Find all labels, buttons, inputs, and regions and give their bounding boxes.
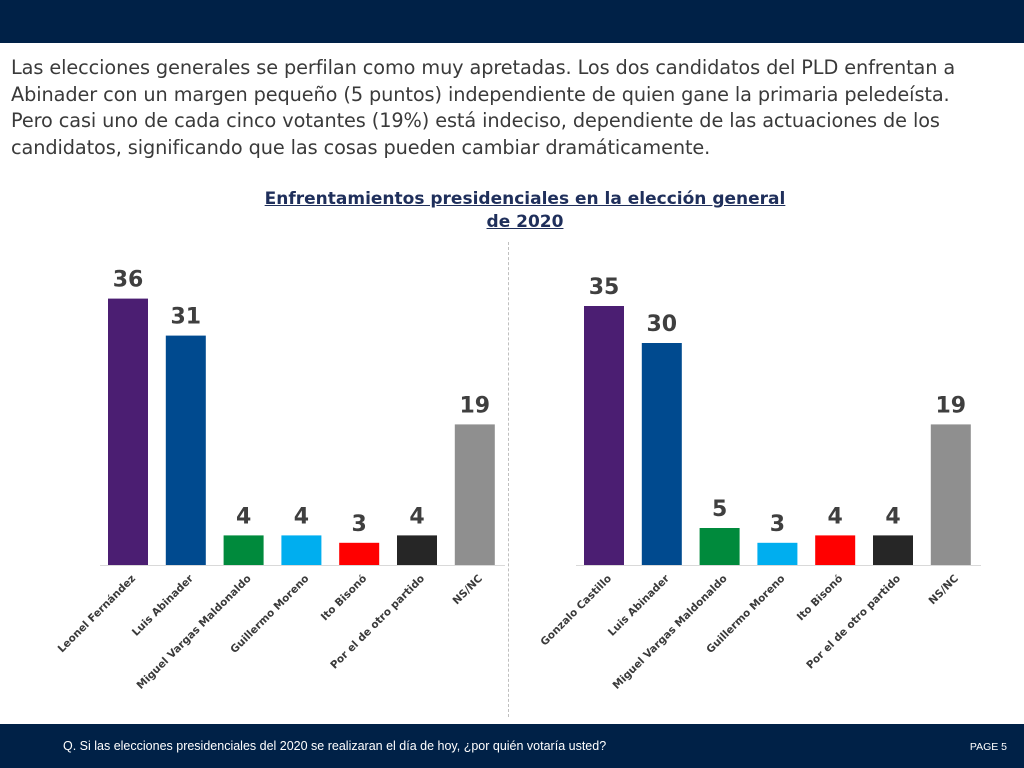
bar (165, 335, 206, 565)
bar-value-label: 31 (170, 305, 201, 330)
bar (223, 535, 264, 565)
bar-charts: 36 Leonel Fernández 31 Luis Abinader 4 Miguel… (56, 268, 981, 692)
intro-line: candidatos, significando que las cosas p… (11, 135, 711, 159)
intro-line: Pero casi uno de cada cinco votantes (19… (11, 109, 940, 132)
bar (815, 535, 856, 565)
footer-bar (0, 724, 1024, 768)
survey-question: Q. Si las elecciones presidenciales del … (63, 739, 607, 753)
chart-title: Enfrentamientos presidenciales en la ele… (262, 188, 788, 234)
category-label: Miguel Vargas Maldonaldo (135, 573, 254, 692)
bar-value-label: 4 (294, 504, 309, 529)
bar (454, 424, 495, 565)
intro-line: Abinader con un margen pequeño (5 puntos… (11, 82, 950, 106)
category-label: NS/NC (450, 572, 485, 607)
bar (930, 424, 971, 565)
bar (641, 343, 682, 565)
chart-title-line: de 2020 (486, 212, 564, 232)
category-label: Ito Bisonó (795, 573, 846, 624)
bar (584, 306, 624, 565)
bar (339, 542, 380, 565)
category-label: Miguel Vargas Maldonaldo (611, 573, 730, 692)
bar (397, 535, 437, 565)
chart-divider (508, 242, 509, 717)
bar-value-label: 4 (236, 504, 251, 529)
category-label: Luis Abinader (130, 572, 197, 639)
bar-value-label: 30 (646, 312, 677, 337)
intro-line: Las elecciones generales se perfilan com… (11, 56, 956, 79)
category-label: NS/NC (926, 572, 961, 607)
bar (873, 535, 913, 565)
bar-value-label: 19 (459, 393, 490, 418)
bar-value-label: 4 (885, 504, 900, 529)
bar-value-label: 35 (589, 275, 620, 300)
bar-value-label: 4 (828, 504, 843, 529)
category-label: Por el de otro partido (328, 573, 427, 672)
header-bar (0, 0, 1024, 43)
bar-value-label: 3 (352, 512, 367, 537)
intro-text: Las elecciones generales se perfilan com… (11, 55, 1011, 161)
chart-title-line: Enfrentamientos presidenciales en la ele… (264, 189, 786, 209)
bar (699, 528, 740, 565)
bar (757, 542, 798, 565)
category-label: Ito Bisonó (319, 573, 370, 624)
bar (108, 298, 148, 565)
category-label: Gonzalo Castillo (538, 573, 614, 649)
bar-value-label: 36 (113, 268, 144, 293)
bar-value-label: 19 (935, 393, 966, 418)
page-number: PAGE 5 (969, 741, 1007, 753)
category-label: Leonel Fernández (56, 573, 139, 656)
bar-value-label: 5 (712, 497, 727, 522)
bar-value-label: 3 (770, 512, 785, 537)
category-label: Por el de otro partido (804, 573, 903, 672)
bar (281, 535, 322, 565)
category-label: Luis Abinader (606, 572, 673, 639)
bar-value-label: 4 (409, 504, 424, 529)
